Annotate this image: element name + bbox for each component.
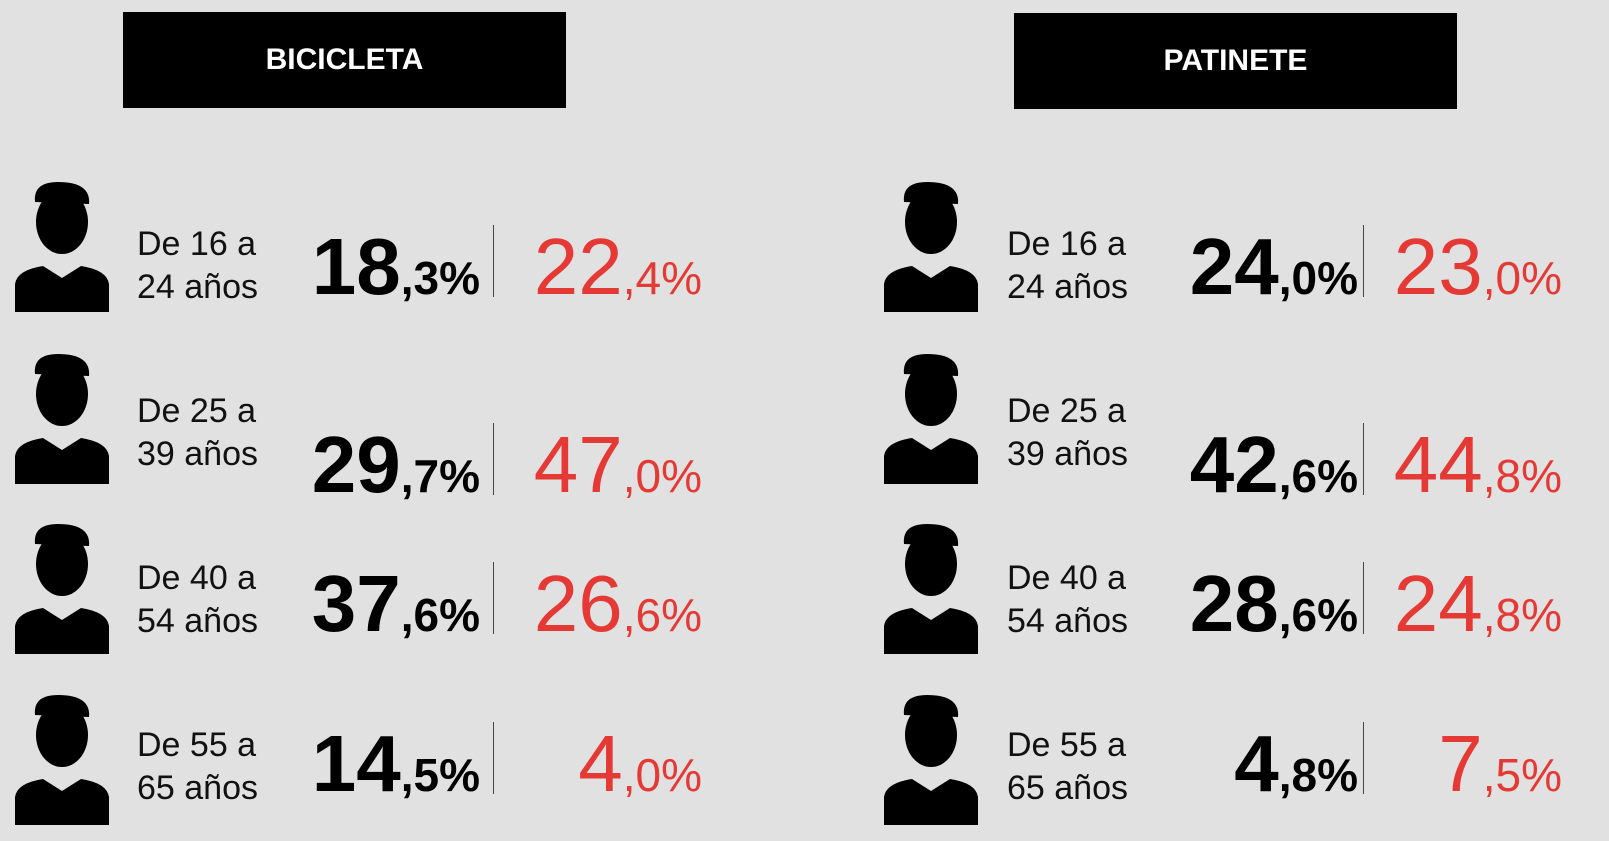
age-line: De 25 a	[1007, 390, 1128, 433]
black-value: 29,7%	[312, 425, 480, 505]
person-icon	[882, 522, 980, 654]
red-value: 23,0%	[1394, 227, 1562, 307]
panel-title: BICICLETA	[123, 12, 566, 108]
age-line: De 40 a	[137, 557, 258, 600]
divider	[493, 722, 494, 794]
black-value: 18,3%	[312, 227, 480, 307]
age-line: 24 años	[1007, 266, 1128, 309]
age-line: 54 años	[137, 600, 258, 643]
black-value: 24,0%	[1190, 227, 1358, 307]
value-dec: ,0%	[623, 749, 702, 801]
person-icon	[13, 180, 111, 312]
age-line: 54 años	[1007, 600, 1128, 643]
value-int: 37	[312, 559, 401, 648]
age-line: 65 años	[1007, 767, 1128, 810]
value-dec: ,8%	[1483, 589, 1562, 641]
value-int: 24	[1394, 559, 1483, 648]
person-icon	[882, 693, 980, 825]
age-line: 24 años	[137, 266, 258, 309]
age-line: De 55 a	[1007, 724, 1128, 767]
value-dec: ,0%	[623, 450, 702, 502]
value-dec: ,0%	[1483, 252, 1562, 304]
black-value: 4,8%	[1234, 724, 1358, 804]
black-value: 14,5%	[312, 724, 480, 804]
age-line: De 16 a	[137, 223, 258, 266]
divider	[493, 423, 494, 495]
red-value: 26,6%	[534, 564, 702, 644]
value-int: 23	[1394, 222, 1483, 311]
black-value: 42,6%	[1190, 425, 1358, 505]
divider	[493, 562, 494, 634]
value-dec: ,7%	[401, 450, 480, 502]
person-icon	[13, 352, 111, 484]
person-icon	[882, 180, 980, 312]
value-dec: ,6%	[623, 589, 702, 641]
age-line: 39 años	[1007, 433, 1128, 476]
divider	[493, 225, 494, 297]
value-int: 44	[1394, 420, 1483, 509]
red-value: 7,5%	[1438, 724, 1562, 804]
value-dec: ,6%	[1279, 589, 1358, 641]
value-int: 4	[1234, 719, 1279, 808]
person-icon	[13, 693, 111, 825]
red-value: 24,8%	[1394, 564, 1562, 644]
person-icon	[13, 522, 111, 654]
value-dec: ,0%	[1279, 252, 1358, 304]
value-dec: ,4%	[623, 252, 702, 304]
red-value: 4,0%	[578, 724, 702, 804]
value-int: 22	[534, 222, 623, 311]
value-int: 14	[312, 719, 401, 808]
value-dec: ,5%	[401, 749, 480, 801]
person-icon	[882, 352, 980, 484]
value-dec: ,3%	[401, 252, 480, 304]
age-line: De 40 a	[1007, 557, 1128, 600]
red-value: 44,8%	[1394, 425, 1562, 505]
red-value: 22,4%	[534, 227, 702, 307]
value-int: 7	[1438, 719, 1483, 808]
value-int: 26	[534, 559, 623, 648]
value-int: 28	[1190, 559, 1279, 648]
red-value: 47,0%	[534, 425, 702, 505]
black-value: 37,6%	[312, 564, 480, 644]
value-dec: ,5%	[1483, 749, 1562, 801]
divider	[1363, 225, 1364, 297]
value-int: 4	[578, 719, 623, 808]
age-line: 65 años	[137, 767, 258, 810]
value-int: 24	[1190, 222, 1279, 311]
age-line: De 55 a	[137, 724, 258, 767]
age-line: De 16 a	[1007, 223, 1128, 266]
value-dec: ,6%	[1279, 450, 1358, 502]
black-value: 28,6%	[1190, 564, 1358, 644]
age-line: 39 años	[137, 433, 258, 476]
value-int: 47	[534, 420, 623, 509]
value-dec: ,8%	[1483, 450, 1562, 502]
value-int: 18	[312, 222, 401, 311]
divider	[1363, 722, 1364, 794]
page: BICICLETA PATINETE (() => { const data =…	[0, 0, 1609, 841]
value-int: 29	[312, 420, 401, 509]
divider	[1363, 562, 1364, 634]
value-dec: ,8%	[1279, 749, 1358, 801]
age-line: De 25 a	[137, 390, 258, 433]
value-int: 42	[1190, 420, 1279, 509]
value-dec: ,6%	[401, 589, 480, 641]
divider	[1363, 423, 1364, 495]
panel-title: PATINETE	[1014, 13, 1457, 109]
